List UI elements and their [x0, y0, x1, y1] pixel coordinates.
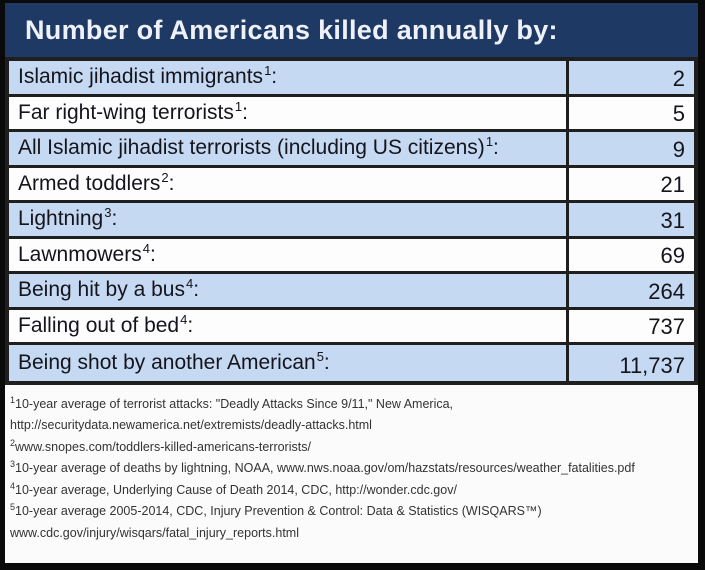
footnote-text: 10-year average of deaths by lightning, …	[15, 461, 635, 475]
footnote-marker: 4	[10, 480, 16, 491]
count-cell: 69	[566, 238, 694, 271]
table-row: Being shot by another American 5: 11,737	[9, 345, 694, 381]
table-row: Falling out of bed 4: 737	[9, 309, 694, 345]
footnote-line: 2www.snopes.com/toddlers-killed-american…	[10, 438, 688, 454]
footnote-text: www.cdc.gov/injury/wisqars/fatal_injury_…	[10, 525, 299, 540]
count-cell: 2	[566, 61, 694, 94]
footnote-text: 10-year average of terrorist attacks: "D…	[15, 396, 454, 411]
colon: :	[193, 278, 200, 302]
cause-text: Lawnmowers	[18, 242, 142, 266]
footnote-text: www.snopes.com/toddlers-killed-americans…	[15, 439, 311, 454]
cause-cell: Armed toddlers 2:	[9, 167, 566, 200]
count-cell: 264	[566, 274, 694, 307]
title-bar: Number of Americans killed annually by:	[5, 3, 698, 57]
cause-text: Far right-wing terrorists	[18, 100, 234, 124]
count-cell: 11,737	[566, 345, 694, 381]
table-row: All Islamic jihadist terrorists (includi…	[9, 132, 694, 168]
table-row: Lawnmowers 4: 69	[9, 238, 694, 274]
cause-text: Lightning	[18, 207, 104, 231]
colon: :	[187, 313, 194, 337]
page-title: Number of Americans killed annually by:	[25, 14, 558, 45]
table-row: Being hit by a bus 4: 264	[9, 274, 694, 310]
cause-text: Armed toddlers	[18, 171, 161, 195]
deaths-table: Islamic jihadist immigrants 1: 2 Far righ…	[5, 57, 698, 385]
colon: :	[149, 242, 156, 266]
content-area: Number of Americans killed annually by: …	[5, 3, 698, 563]
cause-cell: Lightning 3:	[9, 203, 566, 236]
footnote-marker: 3	[10, 458, 16, 469]
cause-text: Being shot by another American	[18, 350, 316, 374]
cause-cell: Being hit by a bus 4:	[9, 274, 566, 307]
footnote-marker: 1	[10, 394, 16, 405]
footnote-line: 510-year average 2005-2014, CDC, Injury …	[10, 501, 688, 518]
colon: :	[242, 100, 248, 124]
footnote-text: http://securitydata.newamerica.net/extre…	[10, 418, 372, 432]
footnote-line: 410-year average, Underlying Cause of De…	[10, 481, 688, 497]
count-cell: 737	[566, 309, 694, 342]
cause-cell: All Islamic jihadist terrorists (includi…	[9, 132, 566, 165]
colon: :	[323, 350, 330, 374]
footnote-marker: 2	[10, 437, 16, 448]
cause-cell: Falling out of bed 4:	[9, 309, 566, 342]
footnote-text: 10-year average 2005-2014, CDC, Injury P…	[15, 504, 542, 518]
footnote-line: http://securitydata.newamerica.net/extre…	[10, 419, 688, 432]
table-row: Lightning 3: 31	[9, 203, 694, 239]
cause-cell: Being shot by another American 5:	[9, 345, 566, 381]
cause-text: Being hit by a bus	[18, 278, 185, 302]
colon: :	[271, 65, 278, 89]
footnote-line: 310-year average of deaths by lightning,…	[10, 458, 688, 475]
footnotes-section: 110-year average of terrorist attacks: "…	[5, 384, 698, 563]
colon: :	[111, 207, 118, 231]
cause-text: All Islamic jihadist terrorists (includi…	[18, 136, 485, 160]
count-cell: 21	[566, 167, 694, 200]
cause-text: Falling out of bed	[18, 313, 180, 337]
table-row: Far right-wing terrorists 1: 5	[9, 96, 694, 132]
count-cell: 31	[566, 203, 694, 236]
footnote-marker: 5	[10, 501, 16, 512]
table-row: Islamic jihadist immigrants 1: 2	[9, 61, 694, 97]
colon: :	[493, 136, 499, 160]
footnote-line: 110-year average of terrorist attacks: "…	[10, 395, 688, 411]
count-cell: 5	[566, 96, 694, 129]
cause-text: Islamic jihadist immigrants	[18, 65, 264, 89]
cause-cell: Islamic jihadist immigrants 1:	[9, 61, 566, 94]
cause-cell: Far right-wing terrorists 1:	[9, 96, 566, 129]
footnote-line: www.cdc.gov/injury/wisqars/fatal_injury_…	[10, 525, 688, 540]
colon: :	[168, 171, 175, 195]
count-cell: 9	[566, 132, 694, 165]
footnote-text: 10-year average, Underlying Cause of Dea…	[15, 482, 457, 497]
table-row: Armed toddlers 2: 21	[9, 167, 694, 203]
cause-cell: Lawnmowers 4:	[9, 238, 566, 271]
